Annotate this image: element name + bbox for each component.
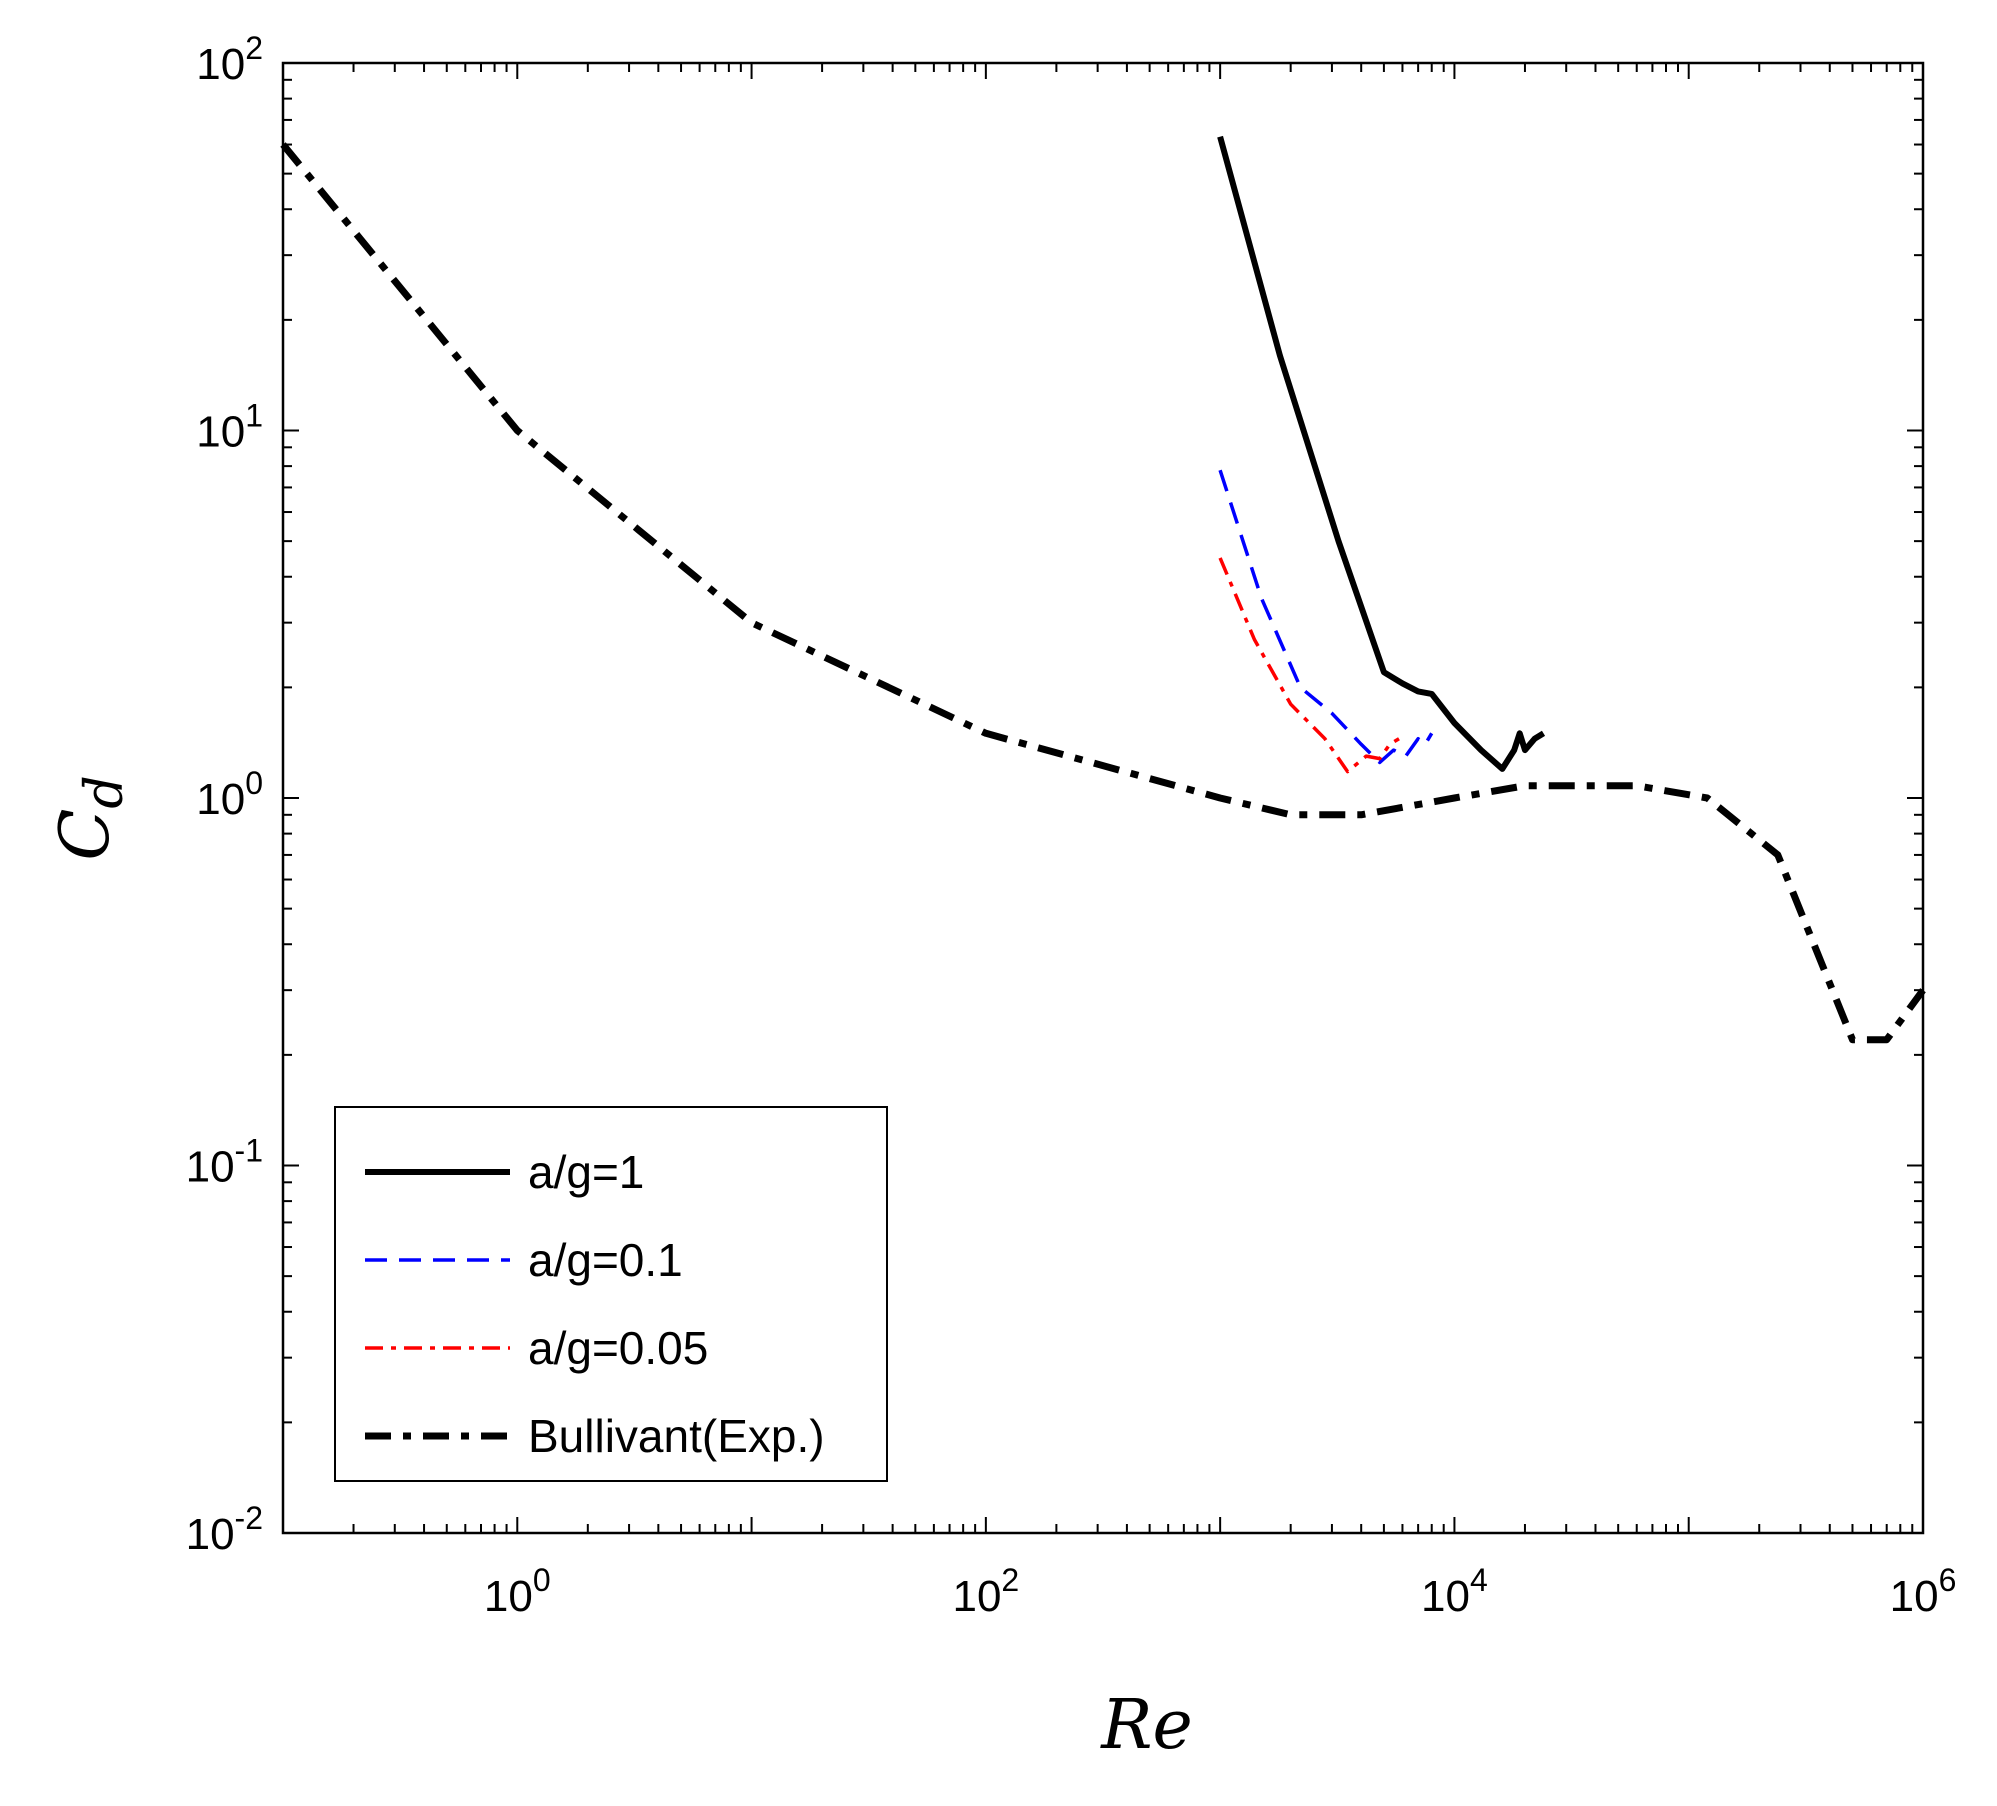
x-tick-label: 104 [1421,1562,1488,1621]
tick-label-layer: 100 102 104 106 10-2 10-1 100 101 102 [186,30,1957,1621]
x-axis-title: Re [1099,1686,1192,1765]
legend-label: a/g=1 [528,1146,644,1198]
series-line-1 [1218,469,1434,765]
x-tick-label: 102 [952,1562,1019,1621]
series-line-2 [1218,557,1400,774]
y-axis-title: Cd [46,775,135,860]
legend-label: a/g=0.1 [528,1234,683,1286]
y-tick-label: 101 [196,398,263,457]
y-tick-label: 10-1 [186,1133,263,1192]
x-tick-label: 106 [1890,1562,1957,1621]
y-tick-label: 102 [196,30,263,89]
legend-label: Bullivant(Exp.) [528,1410,825,1462]
legend-label: a/g=0.05 [528,1322,708,1374]
legend: a/g=1 a/g=0.1 a/g=0.05 Bullivant(Exp.) [334,1106,888,1482]
y-tick-label: 10-2 [186,1500,263,1559]
x-tick-label: 100 [484,1562,551,1621]
legend-items: a/g=1 a/g=0.1 a/g=0.05 Bullivant(Exp.) [365,1146,825,1462]
series-layer [280,135,1926,1044]
series-line-3 [280,142,1926,1044]
series-line-0 [1217,135,1546,772]
tick-layer [283,63,1923,1533]
y-tick-label: 100 [196,765,263,824]
